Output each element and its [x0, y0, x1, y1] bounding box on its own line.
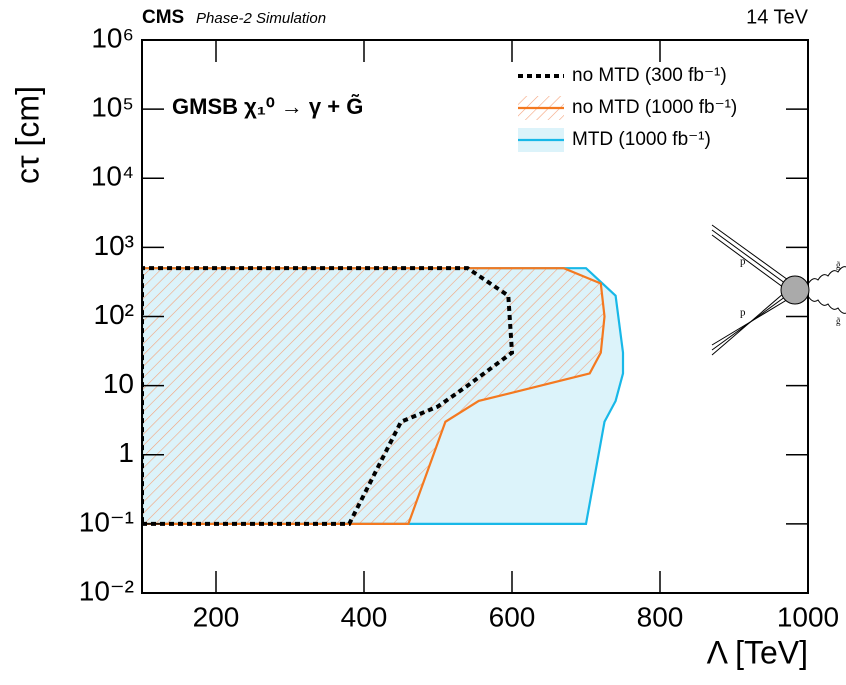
- diagram-label: g̃: [836, 260, 841, 270]
- diagram-label: p: [740, 307, 746, 319]
- x-tick-label: 200: [193, 601, 240, 632]
- x-tick-label: 400: [341, 601, 388, 632]
- y-tick-label: 10⁴: [91, 161, 134, 192]
- y-tick-label: 10⁵: [91, 92, 134, 123]
- y-tick-label: 10³: [94, 230, 134, 261]
- diagram-label: p: [740, 256, 746, 268]
- x-tick-label: 800: [637, 601, 684, 632]
- feynman-diagram: [711, 224, 846, 356]
- process: GMSB χ₁⁰ → γ + G̃: [172, 94, 363, 119]
- x-tick-label: 600: [489, 601, 536, 632]
- y-axis-label: cτ [cm]: [9, 86, 45, 184]
- subtitle: Phase-2 Simulation: [196, 10, 326, 27]
- y-tick-label: 10⁻¹: [79, 506, 134, 537]
- experiment: CMS: [142, 7, 184, 28]
- x-tick-label: 1000: [777, 601, 839, 632]
- y-tick-label: 10⁻²: [79, 575, 134, 606]
- legend-label: MTD (1000 fb⁻¹): [572, 129, 711, 150]
- legend-label: no MTD (1000 fb⁻¹): [572, 97, 737, 118]
- y-tick-label: 1: [118, 437, 134, 468]
- y-tick-label: 10⁶: [91, 22, 134, 53]
- y-tick-label: 10: [103, 368, 134, 399]
- contour: [142, 266, 515, 526]
- diagram-label: g̃: [836, 316, 841, 326]
- y-tick-label: 10²: [94, 299, 134, 330]
- legend-label: no MTD (300 fb⁻¹): [572, 65, 727, 86]
- x-axis-label: Λ [TeV]: [707, 634, 808, 670]
- energy: 14 TeV: [746, 6, 809, 28]
